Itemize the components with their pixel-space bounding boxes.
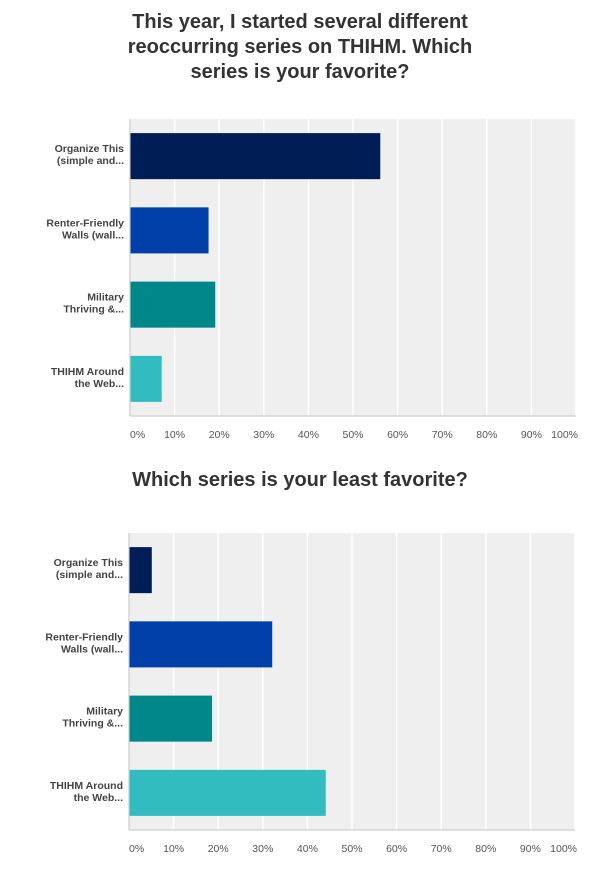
- bar: [130, 281, 216, 328]
- x-tick-label: 0%: [129, 843, 144, 855]
- x-tick-label: 60%: [387, 429, 408, 441]
- x-tick-label: 30%: [252, 843, 273, 855]
- chart-1-title-line: This year, I started several different: [132, 11, 468, 33]
- category-label: the Web...: [74, 792, 123, 804]
- x-tick-label: 90%: [520, 843, 541, 855]
- x-tick-label: 90%: [521, 429, 542, 441]
- x-tick-label: 10%: [163, 843, 184, 855]
- category-label: Military: [87, 292, 124, 304]
- category-label: (simple and...: [57, 155, 124, 167]
- x-tick-label: 100%: [551, 429, 578, 441]
- bar: [129, 547, 152, 594]
- x-tick-label: 80%: [475, 843, 496, 855]
- x-tick-label: 20%: [209, 429, 230, 441]
- x-tick-label: 40%: [297, 843, 318, 855]
- x-tick-label: 30%: [253, 429, 274, 441]
- category-label: Renter-Friendly: [46, 217, 124, 229]
- x-tick-label: 60%: [386, 843, 407, 855]
- category-label: (simple and...: [56, 569, 123, 581]
- bar: [130, 207, 209, 254]
- bar: [129, 621, 273, 668]
- x-tick-label: 50%: [341, 843, 362, 855]
- chart-1-title: This year, I started several different r…: [0, 10, 600, 85]
- chart-1: Organize This(simple and... Renter-Friend…: [46, 119, 578, 441]
- bar: [130, 133, 381, 180]
- bar: [130, 355, 162, 402]
- category-label: THIHM Around: [51, 366, 124, 378]
- x-tick-label: 80%: [476, 429, 497, 441]
- x-tick-label: 70%: [431, 843, 452, 855]
- x-tick-label: 70%: [432, 429, 453, 441]
- category-label: Thriving &...: [62, 718, 123, 730]
- category-label: Military: [86, 706, 123, 718]
- chart-2-title: Which series is your least favorite?: [132, 469, 468, 491]
- category-label: Walls (wall...: [62, 229, 124, 241]
- x-tick-label: 100%: [550, 843, 577, 855]
- x-tick-label: 0%: [130, 429, 145, 441]
- category-label: Walls (wall...: [61, 643, 123, 655]
- bar: [129, 769, 326, 816]
- x-tick-label: 10%: [164, 429, 185, 441]
- chart-1-title-line: reoccurring series on THIHM. Which: [127, 36, 473, 58]
- x-tick-label: 50%: [342, 429, 363, 441]
- category-label: the Web...: [75, 378, 124, 390]
- category-label: THIHM Around: [50, 780, 123, 792]
- category-label: Renter-Friendly: [45, 631, 123, 643]
- bar: [129, 695, 213, 742]
- x-tick-label: 40%: [298, 429, 319, 441]
- category-label: Thriving &...: [63, 304, 124, 316]
- x-tick-label: 20%: [208, 843, 229, 855]
- chart-1-title-line: series is your favorite?: [190, 61, 410, 83]
- category-label: Organize This: [55, 143, 125, 155]
- category-label: Organize This: [54, 557, 124, 569]
